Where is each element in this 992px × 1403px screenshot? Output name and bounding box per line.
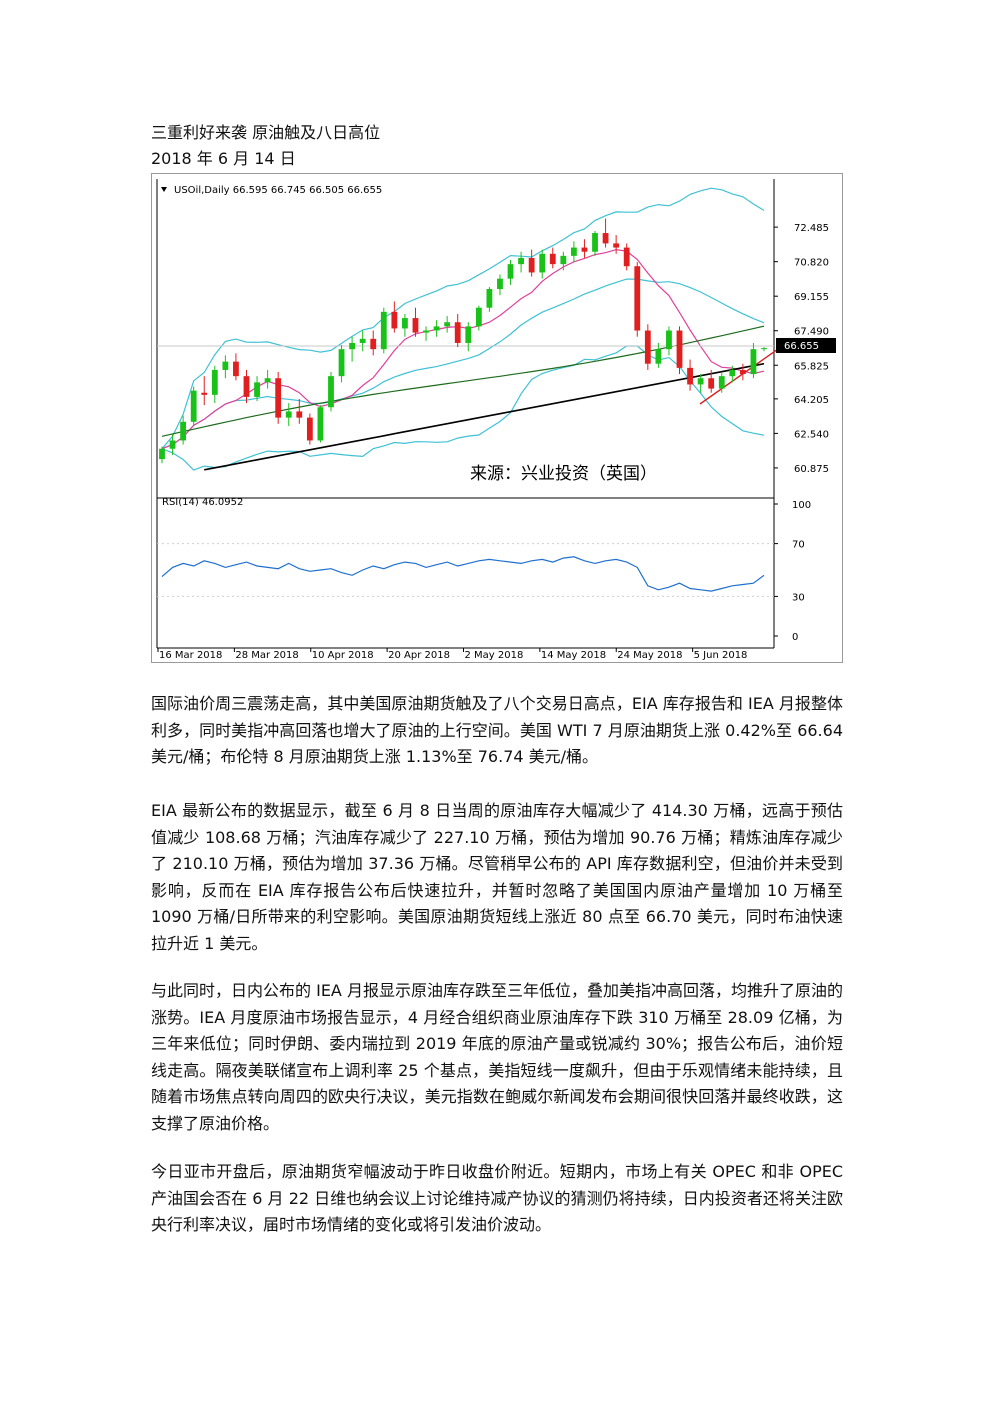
- chart-menu-arrow-icon[interactable]: [161, 187, 167, 192]
- candle-body: [380, 311, 387, 350]
- price-tick-label: 64.205: [794, 395, 829, 406]
- candle-body: [539, 253, 546, 273]
- date-tick-label: 20 Apr 2018: [388, 650, 450, 661]
- candle-body: [644, 330, 651, 364]
- rsi-tick-label: 0: [792, 632, 798, 643]
- candle-body: [708, 378, 715, 389]
- bollinger-upper-line: [161, 187, 765, 450]
- price-tick-label: 72.485: [794, 223, 829, 234]
- candle-body: [570, 247, 577, 256]
- candle-body: [655, 349, 662, 364]
- candle-body: [233, 361, 239, 377]
- oil-price-chart: 72.485 70.820 69.155 67.490 65.825 64.205 62.5…: [151, 173, 843, 663]
- candle-body: [328, 376, 334, 408]
- bollinger-lower-line: [161, 345, 765, 471]
- candle-body: [465, 326, 472, 343]
- candle-body: [634, 266, 641, 331]
- paragraph-2: EIA 最新公布的数据显示，截至 6 月 8 日当周的原油库存大幅减少了 414…: [151, 801, 843, 953]
- candle-body: [349, 342, 356, 350]
- candle-body: [687, 367, 693, 385]
- date-tick-label: 10 Apr 2018: [312, 650, 374, 661]
- date-tick-label: 28 Mar 2018: [235, 650, 298, 661]
- price-tick-label: 65.825: [794, 361, 829, 372]
- candle-body: [338, 349, 345, 377]
- date-tick-label: 14 May 2018: [541, 650, 606, 661]
- rsi-tick-label: 70: [792, 540, 805, 551]
- price-tick-label: 69.155: [794, 292, 829, 303]
- candle-body: [581, 247, 588, 252]
- candle-body: [306, 417, 313, 441]
- paragraph-4: 今日亚市开盘后，原油期货窄幅波动于昨日收盘价附近。短期内，市场上有关 OPEC …: [151, 1162, 843, 1234]
- paragraph-1: 国际油价周三震荡走高，其中美国原油期货触及了八个交易日高点，EIA 库存报告和 …: [151, 694, 843, 766]
- date-tick-label: 2 May 2018: [465, 650, 524, 661]
- candle-body: [739, 369, 746, 375]
- candle-body: [391, 311, 398, 329]
- candle-body: [169, 440, 176, 449]
- candle-body: [222, 361, 229, 370]
- ma-short-line: [161, 248, 765, 450]
- candle-body: [761, 348, 767, 350]
- candle-body: [697, 378, 704, 385]
- candle-body: [264, 378, 271, 383]
- candle-body: [243, 376, 250, 397]
- candle-body: [718, 376, 725, 389]
- candle-body: [486, 289, 493, 308]
- rsi-label: RSI(14) 46.0952: [162, 497, 243, 508]
- bollinger-middle-line: [161, 278, 765, 450]
- candle-body: [475, 307, 482, 327]
- candle-body: [560, 255, 567, 265]
- article-date: 2018 年 6 月 14 日: [151, 149, 296, 168]
- candle-body: [528, 257, 535, 273]
- candle-body: [623, 247, 630, 267]
- candle-body: [285, 411, 292, 418]
- candle-body: [159, 448, 165, 460]
- chart-canvas: 72.485 70.820 69.155 67.490 65.825 64.205 62.5…: [152, 174, 842, 662]
- current-price-label: 66.655: [784, 341, 819, 352]
- ma-medium-line: [161, 325, 765, 437]
- candle-body: [676, 330, 683, 368]
- ma-long-line: [204, 362, 765, 471]
- candle-body: [497, 278, 503, 290]
- candle-body: [592, 233, 598, 252]
- candle-body: [211, 369, 218, 395]
- candle-body: [275, 378, 282, 418]
- candle-body: [613, 243, 620, 248]
- candle-body: [423, 330, 429, 333]
- article-title: 三重利好来袭 原油触及八日高位: [151, 123, 381, 142]
- candle-body: [454, 322, 461, 343]
- candle-body: [412, 318, 419, 333]
- candle-body: [602, 233, 609, 244]
- rsi-tick-label: 30: [792, 592, 805, 603]
- date-tick-label: 5 Jun 2018: [694, 650, 748, 661]
- candle-body: [507, 264, 514, 279]
- paragraph-3: 与此同时，日内公布的 IEA 月报显示原油库存跌至三年低位，叠加美指冲高回落，均…: [151, 981, 843, 1133]
- chart-header: USOil,Daily 66.595 66.745 66.505 66.655: [174, 185, 382, 196]
- rsi-line: [161, 556, 765, 592]
- candle-body: [201, 392, 208, 395]
- candle-body: [370, 338, 377, 350]
- candle-body: [296, 411, 303, 418]
- rsi-tick-label: 100: [792, 500, 811, 511]
- candle-body: [444, 322, 451, 327]
- price-tick-label: 62.540: [794, 429, 829, 440]
- candle-body: [317, 407, 324, 441]
- candle-body: [254, 382, 260, 397]
- candle-body: [666, 330, 672, 350]
- candle-body: [190, 390, 197, 422]
- candle-body: [549, 253, 556, 265]
- price-tick-label: 70.820: [794, 258, 829, 269]
- candle-body: [433, 326, 440, 331]
- candle-body: [180, 421, 187, 441]
- price-tick-label: 67.490: [794, 327, 829, 338]
- candle-body: [402, 318, 408, 329]
- date-tick-label: 24 May 2018: [617, 650, 682, 661]
- date-tick-label: 16 Mar 2018: [159, 650, 222, 661]
- candle-body: [359, 338, 366, 343]
- candle-body: [518, 257, 524, 265]
- watermark: 来源：兴业投资（英国）: [470, 464, 657, 484]
- candle-body: [729, 369, 736, 377]
- price-tick-label: 60.875: [794, 464, 829, 475]
- candle-body: [750, 349, 757, 375]
